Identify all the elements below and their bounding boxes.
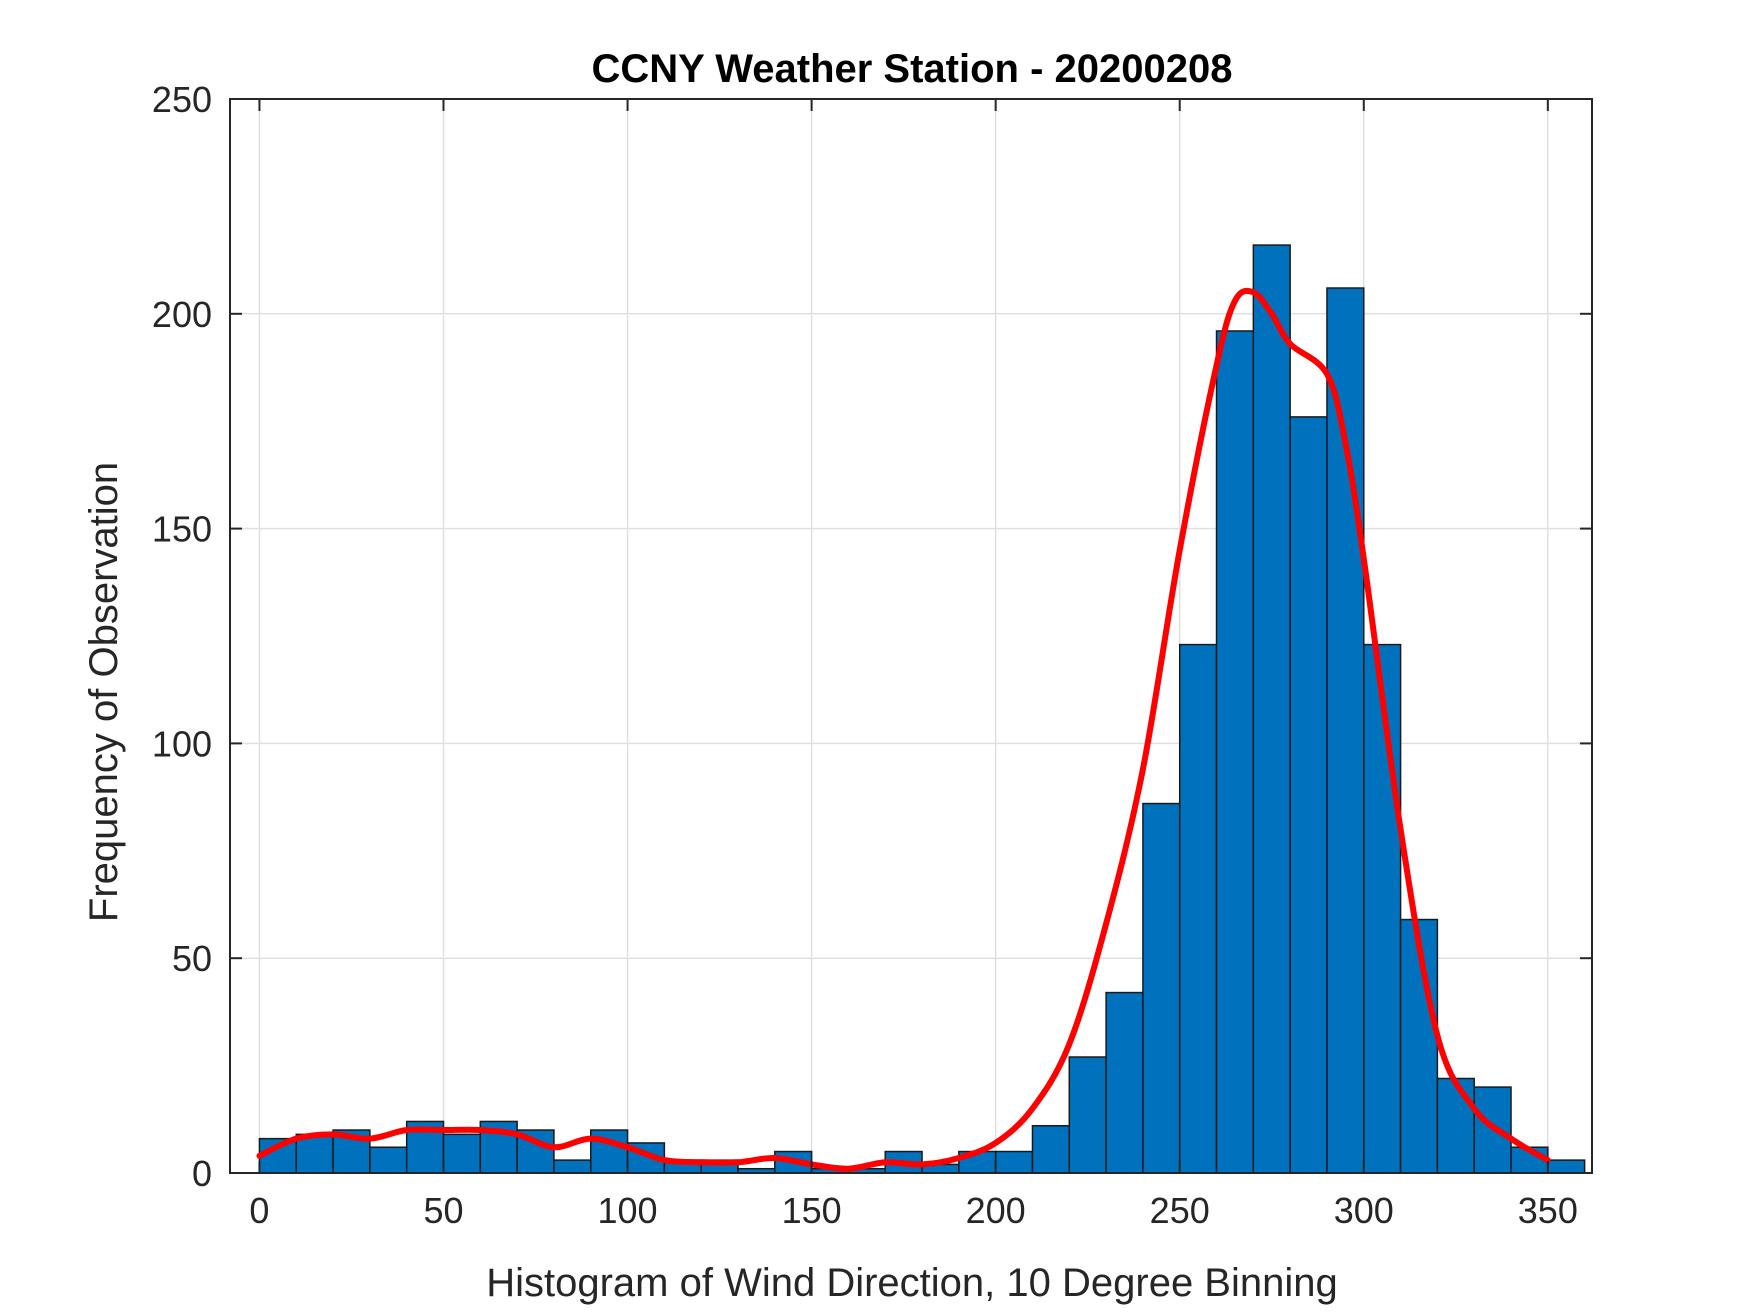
histogram-bar <box>994 1150 1034 1174</box>
y-tick-label: 250 <box>152 79 212 120</box>
x-tick-label: 50 <box>423 1190 463 1231</box>
tick-labels: 0 50 100 150 200 250 300 350 0 50 100 150 200 250 <box>152 79 1578 1231</box>
x-tick-label: 350 <box>1518 1190 1578 1231</box>
histogram-bar <box>1105 991 1144 1174</box>
chart-title: CCNY Weather Station - 20200208 <box>592 47 1233 91</box>
x-tick-label: 0 <box>249 1190 269 1231</box>
density-curve-line <box>256 287 1551 1172</box>
y-axis-label: Frequency of Observation <box>82 462 126 922</box>
y-tick-label: 50 <box>172 938 212 979</box>
histogram-bar <box>369 1146 408 1174</box>
histogram-bar <box>553 1159 592 1174</box>
histogram-bar <box>442 1133 482 1174</box>
histogram-bar <box>1326 287 1365 1174</box>
x-tick-label: 150 <box>782 1190 842 1231</box>
histogram-bar <box>1031 1124 1071 1174</box>
axes-frame <box>229 98 1593 1174</box>
y-tick-label: 150 <box>152 509 212 550</box>
histogram-bar <box>1547 1159 1586 1174</box>
x-tick-label: 200 <box>966 1190 1026 1231</box>
x-tick-label: 100 <box>598 1190 658 1231</box>
x-tick-label: 300 <box>1334 1190 1394 1231</box>
histogram-bar <box>1252 244 1291 1174</box>
plot-frame <box>229 98 1593 1174</box>
histogram-bar <box>1142 802 1181 1174</box>
histogram-bar <box>1363 643 1402 1174</box>
y-tick-label: 0 <box>192 1153 212 1194</box>
histogram-bar <box>1436 1077 1475 1174</box>
x-tick-label: 250 <box>1150 1190 1210 1231</box>
histogram-bar <box>1289 416 1328 1174</box>
y-tick-label: 100 <box>152 723 212 764</box>
histogram-bar <box>1215 330 1255 1174</box>
y-tick-label: 200 <box>152 294 212 335</box>
histogram-bar <box>1068 1056 1107 1174</box>
histogram-bar <box>1178 643 1218 1174</box>
x-axis-label: Histogram of Wind Direction, 10 Degree B… <box>486 1261 1338 1305</box>
density-curve <box>256 287 1551 1172</box>
